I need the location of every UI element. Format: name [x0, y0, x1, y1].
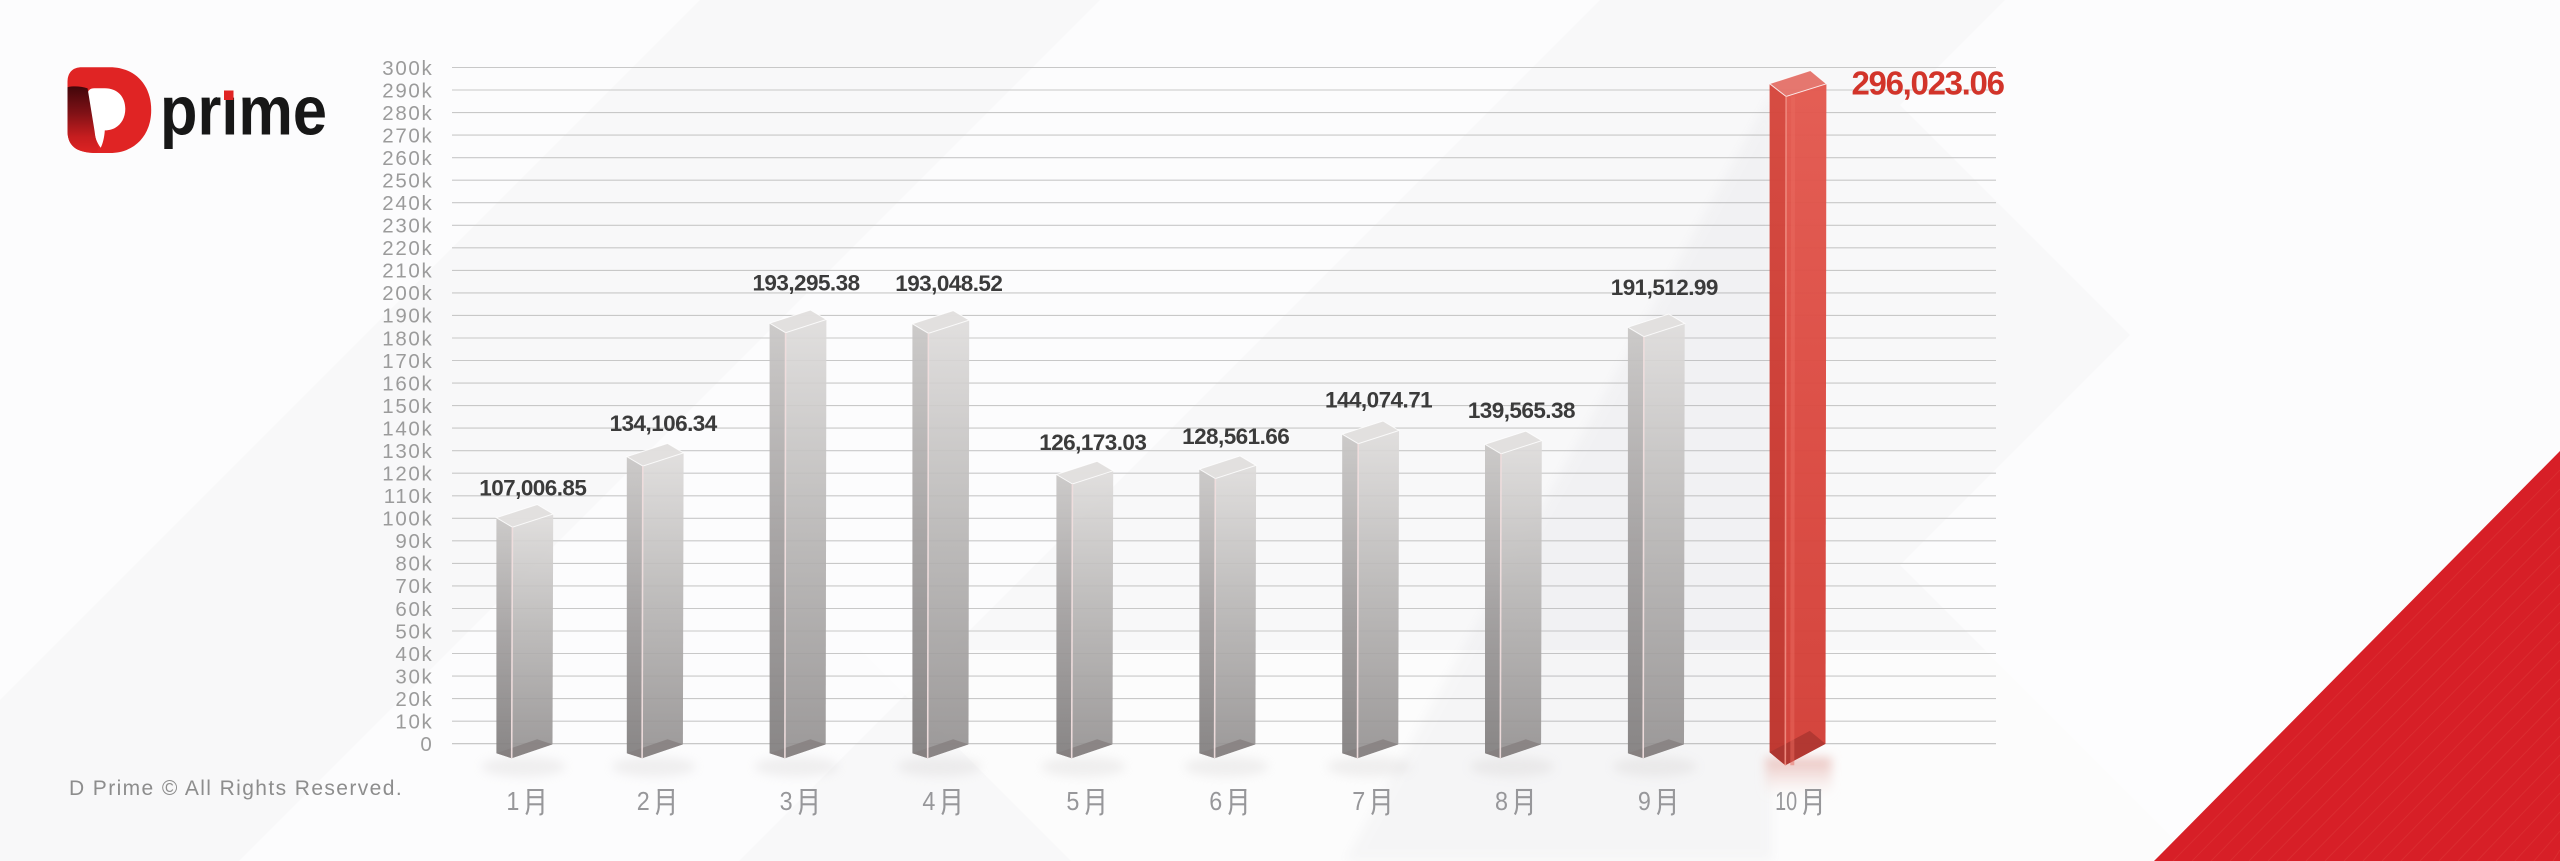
svg-text:193,295.38: 193,295.38 — [752, 271, 859, 296]
svg-text:134,106.34: 134,106.34 — [610, 411, 718, 436]
svg-text:300k: 300k — [382, 57, 433, 80]
svg-text:120k: 120k — [382, 463, 433, 486]
svg-text:90k: 90k — [395, 530, 433, 553]
svg-text:250k: 250k — [382, 170, 433, 193]
svg-text:200k: 200k — [382, 282, 433, 305]
svg-text:296,023.06: 296,023.06 — [1852, 65, 2005, 102]
svg-text:60k: 60k — [395, 598, 433, 621]
svg-text:2: 2 — [637, 786, 650, 816]
svg-text:191,512.99: 191,512.99 — [1611, 275, 1718, 300]
svg-text:4: 4 — [922, 786, 935, 816]
svg-text:190k: 190k — [382, 305, 433, 328]
svg-text:D Prime © All Rights Reserved.: D Prime © All Rights Reserved. — [69, 777, 403, 800]
svg-text:180k: 180k — [382, 327, 433, 350]
svg-text:160k: 160k — [382, 372, 433, 395]
svg-text:70k: 70k — [395, 575, 433, 598]
svg-text:6: 6 — [1209, 786, 1222, 816]
svg-text:144,074.71: 144,074.71 — [1325, 387, 1432, 412]
svg-text:128,561.66: 128,561.66 — [1182, 424, 1289, 449]
svg-text:240k: 240k — [382, 192, 433, 215]
svg-text:230k: 230k — [382, 215, 433, 238]
svg-text:50k: 50k — [395, 620, 433, 643]
svg-text:280k: 280k — [382, 102, 433, 125]
svg-text:139,565.38: 139,565.38 — [1468, 398, 1575, 423]
svg-text:prime: prime — [160, 72, 327, 150]
svg-text:193,048.52: 193,048.52 — [895, 271, 1002, 296]
svg-text:270k: 270k — [382, 124, 433, 147]
svg-text:126,173.03: 126,173.03 — [1039, 430, 1146, 455]
svg-text:0: 0 — [420, 733, 433, 756]
svg-text:220k: 220k — [382, 237, 433, 260]
svg-text:100k: 100k — [382, 508, 433, 531]
svg-text:210k: 210k — [382, 260, 433, 283]
svg-text:1: 1 — [506, 786, 519, 816]
svg-text:80k: 80k — [395, 553, 433, 576]
svg-text:10: 10 — [1775, 786, 1797, 816]
svg-text:130k: 130k — [382, 440, 433, 463]
svg-text:7: 7 — [1352, 786, 1365, 816]
svg-text:20k: 20k — [395, 688, 433, 711]
svg-text:8: 8 — [1495, 786, 1508, 816]
svg-text:110k: 110k — [384, 485, 434, 508]
svg-text:30k: 30k — [395, 665, 433, 688]
svg-text:140k: 140k — [382, 417, 433, 440]
svg-text:290k: 290k — [382, 79, 433, 102]
svg-text:40k: 40k — [395, 643, 433, 666]
svg-text:9: 9 — [1638, 786, 1651, 816]
svg-text:170k: 170k — [382, 350, 433, 373]
svg-text:10k: 10k — [395, 711, 433, 734]
svg-text:150k: 150k — [382, 395, 433, 418]
svg-text:107,006.85: 107,006.85 — [479, 475, 586, 500]
svg-text:3: 3 — [780, 786, 793, 816]
svg-text:5: 5 — [1066, 786, 1079, 816]
svg-text:260k: 260k — [382, 147, 433, 170]
